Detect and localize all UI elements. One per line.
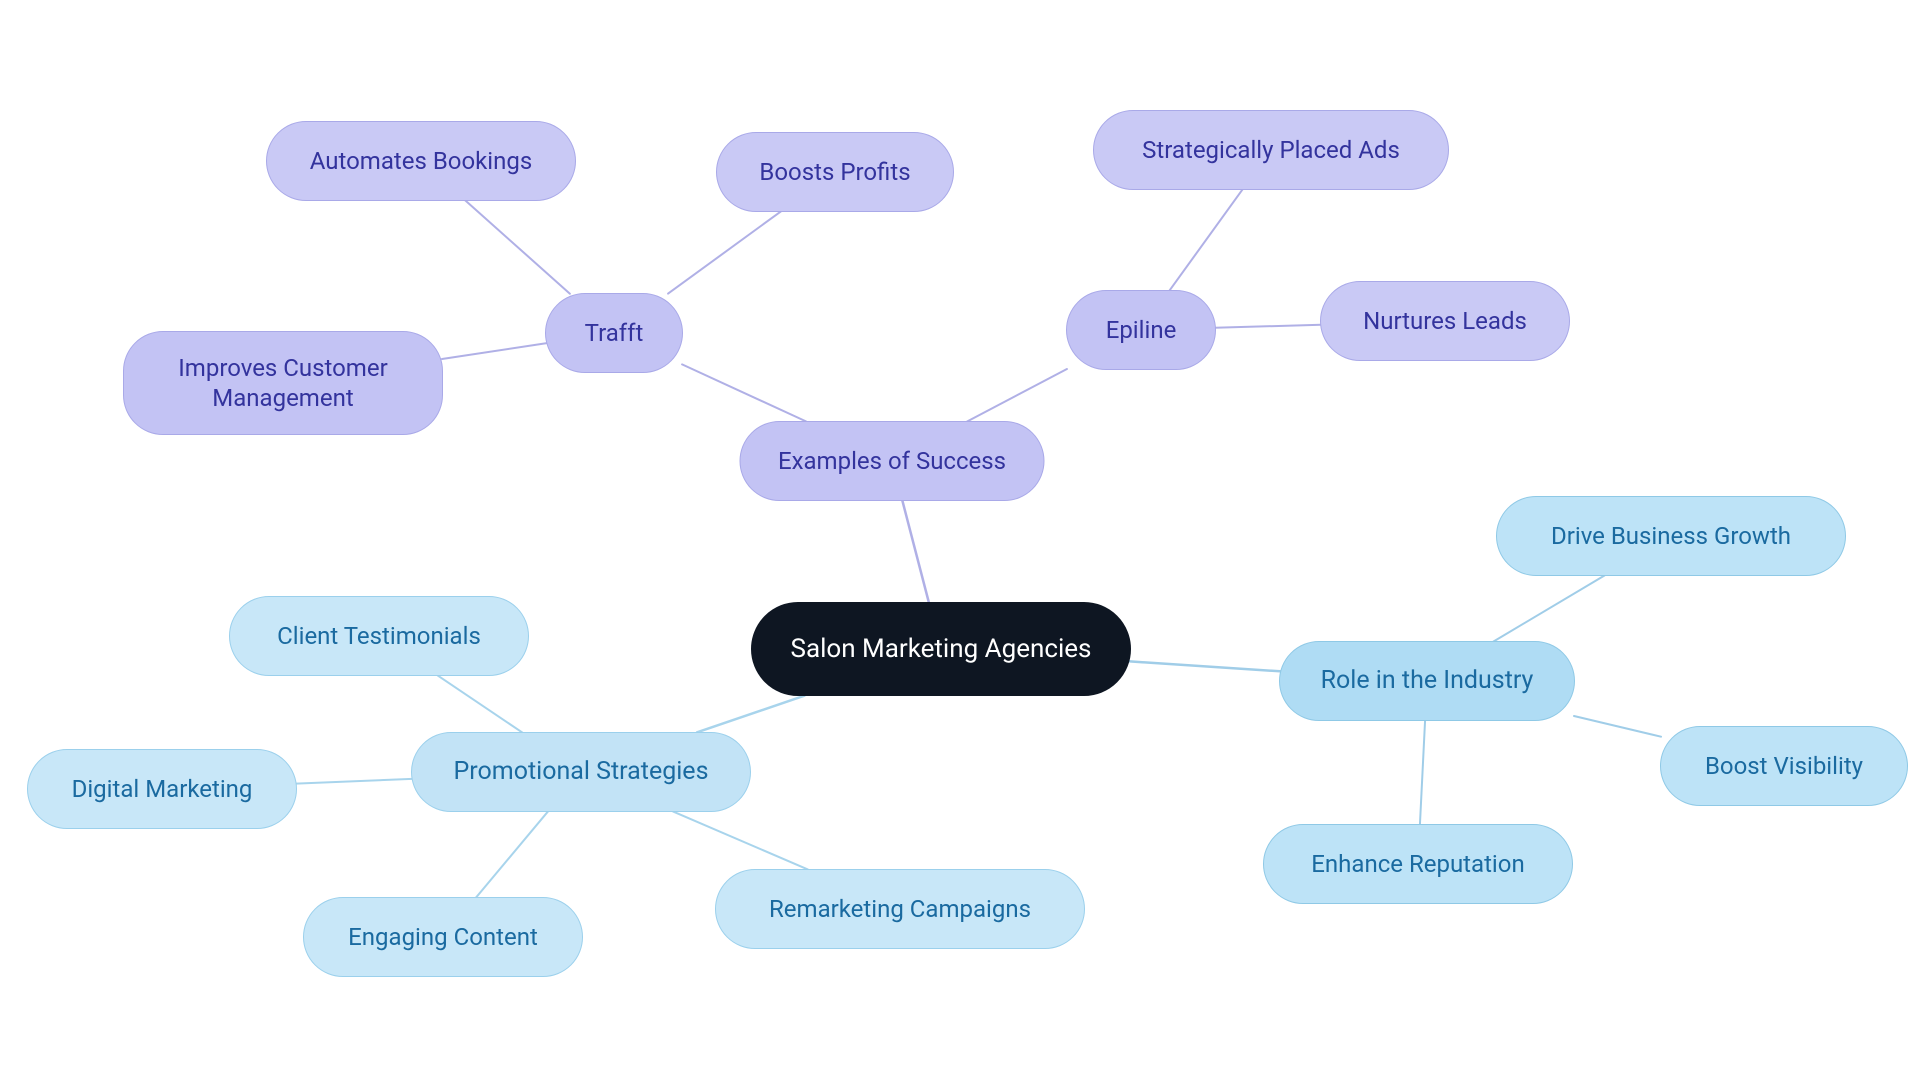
node-reputation: Enhance Reputation	[1263, 824, 1573, 904]
edge-promo-testimonials	[438, 675, 523, 732]
node-digital: Digital Marketing	[27, 749, 297, 829]
node-automates: Automates Bookings	[266, 121, 576, 201]
node-visibility: Boost Visibility	[1660, 726, 1908, 806]
node-label: Improves Customer Management	[178, 353, 387, 413]
edge-role-visibility	[1574, 716, 1661, 737]
node-engaging: Engaging Content	[303, 897, 583, 977]
edge-trafft-automates	[465, 200, 570, 293]
edge-trafft-improves	[442, 343, 546, 359]
edge-promo-remarketing	[673, 812, 808, 870]
node-label: Engaging Content	[348, 922, 538, 952]
edge-root-promo	[697, 696, 804, 733]
node-role: Role in the Industry	[1279, 641, 1575, 721]
node-nurtures: Nurtures Leads	[1320, 281, 1570, 361]
node-label: Enhance Reputation	[1311, 849, 1524, 879]
node-label: Promotional Strategies	[454, 756, 709, 787]
edge-promo-engaging	[476, 811, 548, 898]
node-examples: Examples of Success	[740, 421, 1045, 501]
node-label: Drive Business Growth	[1551, 521, 1791, 551]
node-testimonials: Client Testimonials	[229, 596, 529, 676]
node-growth: Drive Business Growth	[1496, 496, 1846, 576]
node-label: Role in the Industry	[1321, 665, 1534, 696]
node-epiline: Epiline	[1066, 290, 1216, 370]
node-ads: Strategically Placed Ads	[1093, 110, 1449, 190]
node-trafft: Trafft	[545, 293, 683, 373]
node-label: Boost Visibility	[1705, 751, 1863, 781]
node-improves: Improves Customer Management	[123, 331, 443, 435]
node-label: Strategically Placed Ads	[1142, 135, 1400, 165]
node-label: Trafft	[585, 318, 644, 348]
node-root: Salon Marketing Agencies	[751, 602, 1131, 696]
node-label: Epiline	[1106, 315, 1177, 345]
node-label: Digital Marketing	[72, 774, 253, 804]
edge-promo-digital	[296, 779, 412, 784]
node-label: Remarketing Campaigns	[769, 894, 1031, 924]
node-label: Automates Bookings	[310, 146, 533, 176]
edge-root-role	[1130, 661, 1280, 671]
mindmap-canvas: Salon Marketing Agencies Examples of Succ…	[0, 0, 1920, 1083]
node-label: Salon Marketing Agencies	[791, 633, 1092, 666]
edge-role-reputation	[1420, 720, 1425, 825]
edge-root-examples	[902, 500, 929, 603]
node-promo: Promotional Strategies	[411, 732, 751, 812]
edge-trafft-boosts	[668, 211, 781, 293]
node-boosts: Boosts Profits	[716, 132, 954, 212]
node-label: Nurtures Leads	[1363, 306, 1527, 336]
edge-examples-trafft	[682, 364, 806, 421]
edge-role-growth	[1494, 576, 1605, 642]
node-remarketing: Remarketing Campaigns	[715, 869, 1085, 949]
edge-epiline-nurtures	[1215, 325, 1321, 328]
node-label: Client Testimonials	[277, 621, 481, 651]
edge-epiline-ads	[1169, 189, 1242, 291]
node-label: Boosts Profits	[759, 157, 910, 187]
node-label: Examples of Success	[778, 446, 1006, 476]
edge-examples-epiline	[967, 369, 1067, 422]
